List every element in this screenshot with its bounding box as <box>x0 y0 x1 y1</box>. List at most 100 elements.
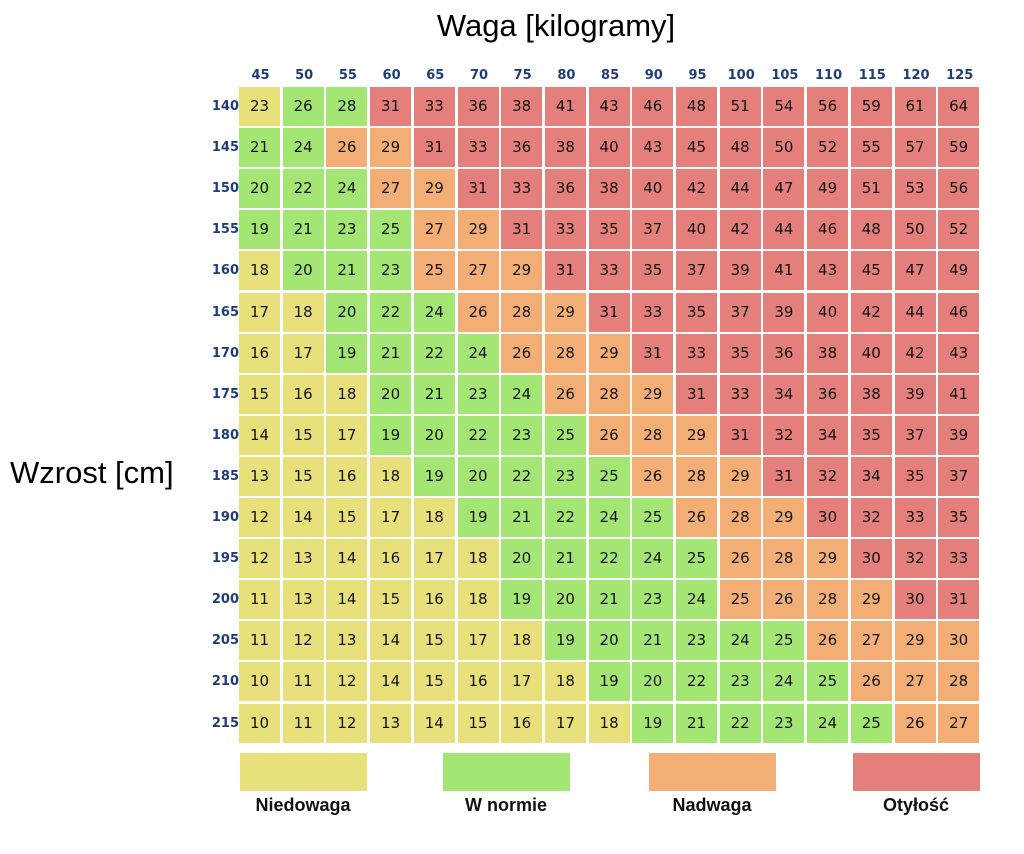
weight-label-90: 90 <box>644 68 663 83</box>
height-label-205: 205 <box>211 633 239 649</box>
bmi-cell: 24 <box>632 539 674 579</box>
height-label-150: 150 <box>211 181 239 197</box>
y-axis-title: Wzrost [cm] <box>10 455 174 490</box>
bmi-cell: 39 <box>938 415 980 455</box>
bmi-cell: 33 <box>501 169 543 209</box>
bmi-cell: 17 <box>413 539 455 579</box>
weight-label-80: 80 <box>557 68 576 83</box>
bmi-cell: 40 <box>632 169 674 209</box>
bmi-cell: 26 <box>326 128 368 168</box>
bmi-cell: 15 <box>239 374 280 414</box>
bmi-cell: 29 <box>807 539 849 579</box>
weight-label-95: 95 <box>688 68 707 83</box>
bmi-cell: 17 <box>544 703 586 743</box>
bmi-cell: 18 <box>544 662 586 702</box>
bmi-cell: 20 <box>588 621 630 661</box>
bmi-cell: 48 <box>850 210 892 250</box>
bmi-cell: 21 <box>413 374 455 414</box>
bmi-cell: 14 <box>239 415 280 455</box>
bmi-cell: 20 <box>632 662 674 702</box>
bmi-cell: 28 <box>544 333 586 373</box>
legend-label: Nadwaga <box>672 795 752 815</box>
bmi-cell: 35 <box>632 251 674 291</box>
bmi-cell: 12 <box>239 498 280 537</box>
bmi-cell: 22 <box>282 169 324 209</box>
bmi-cell: 11 <box>239 580 280 620</box>
weight-label-60: 60 <box>382 68 401 83</box>
bmi-cell: 53 <box>894 169 936 209</box>
bmi-cell: 16 <box>370 539 412 579</box>
bmi-cell: 28 <box>632 415 674 455</box>
bmi-cell: 17 <box>370 498 412 537</box>
bmi-cell: 21 <box>326 251 368 291</box>
bmi-cell: 10 <box>239 662 280 702</box>
bmi-cell: 38 <box>588 169 630 209</box>
bmi-cell: 17 <box>239 292 280 332</box>
bmi-cell: 47 <box>763 169 805 209</box>
bmi-cell: 20 <box>501 539 543 579</box>
legend-swatch <box>649 753 776 791</box>
bmi-cell: 38 <box>850 374 892 414</box>
bmi-cell: 21 <box>282 210 324 250</box>
bmi-cell: 20 <box>413 415 455 455</box>
bmi-cell: 24 <box>413 292 455 332</box>
bmi-cell: 24 <box>807 703 849 743</box>
bmi-cell: 40 <box>850 333 892 373</box>
bmi-cell: 36 <box>763 333 805 373</box>
bmi-cell: 31 <box>632 333 674 373</box>
bmi-cell: 43 <box>938 333 980 373</box>
bmi-cell: 59 <box>850 87 892 126</box>
bmi-cell: 11 <box>282 662 324 702</box>
bmi-cell: 19 <box>326 333 368 373</box>
bmi-cell: 25 <box>719 580 761 620</box>
bmi-cell: 45 <box>850 251 892 291</box>
bmi-cell: 31 <box>501 210 543 250</box>
bmi-cell: 24 <box>326 169 368 209</box>
bmi-cell: 16 <box>501 703 543 743</box>
bmi-cell: 23 <box>457 374 499 414</box>
bmi-cell: 21 <box>370 333 412 373</box>
bmi-cell: 31 <box>763 456 805 496</box>
bmi-cell: 19 <box>413 456 455 496</box>
bmi-cell: 26 <box>719 539 761 579</box>
legend-label: W normie <box>464 795 547 815</box>
bmi-cell: 18 <box>457 580 499 620</box>
bmi-cell: 25 <box>370 210 412 250</box>
bmi-cell: 20 <box>282 251 324 291</box>
bmi-cell: 50 <box>763 128 805 168</box>
bmi-cell: 33 <box>632 292 674 332</box>
bmi-cell: 29 <box>501 251 543 291</box>
bmi-cell: 30 <box>807 498 849 537</box>
bmi-cell: 38 <box>807 333 849 373</box>
bmi-cell: 32 <box>807 456 849 496</box>
bmi-cell: 49 <box>807 169 849 209</box>
bmi-cell: 18 <box>588 703 630 743</box>
bmi-cell: 22 <box>457 415 499 455</box>
bmi-cell: 22 <box>676 662 717 702</box>
bmi-cell: 18 <box>457 539 499 579</box>
bmi-cell: 37 <box>676 251 717 291</box>
bmi-cell: 35 <box>938 498 980 537</box>
bmi-cell: 27 <box>457 251 499 291</box>
bmi-cell: 19 <box>544 621 586 661</box>
bmi-cell: 22 <box>588 539 630 579</box>
bmi-cell: 24 <box>282 128 324 168</box>
bmi-cell: 36 <box>807 374 849 414</box>
bmi-cell: 52 <box>807 128 849 168</box>
bmi-cell: 23 <box>632 580 674 620</box>
height-label-190: 190 <box>211 510 239 525</box>
bmi-cell: 46 <box>632 87 674 126</box>
bmi-cell: 33 <box>544 210 586 250</box>
bmi-cell: 41 <box>544 87 586 126</box>
bmi-cell: 55 <box>850 128 892 168</box>
legend-label: Niedowaga <box>255 795 351 815</box>
bmi-cell: 20 <box>370 374 412 414</box>
bmi-cell: 39 <box>719 251 761 291</box>
bmi-cell: 33 <box>938 539 980 579</box>
bmi-cell: 44 <box>763 210 805 250</box>
bmi-cell: 15 <box>413 621 455 661</box>
bmi-cell: 25 <box>544 415 586 455</box>
bmi-cell: 48 <box>676 87 717 126</box>
bmi-cell: 24 <box>763 662 805 702</box>
height-label-145: 145 <box>211 140 239 156</box>
